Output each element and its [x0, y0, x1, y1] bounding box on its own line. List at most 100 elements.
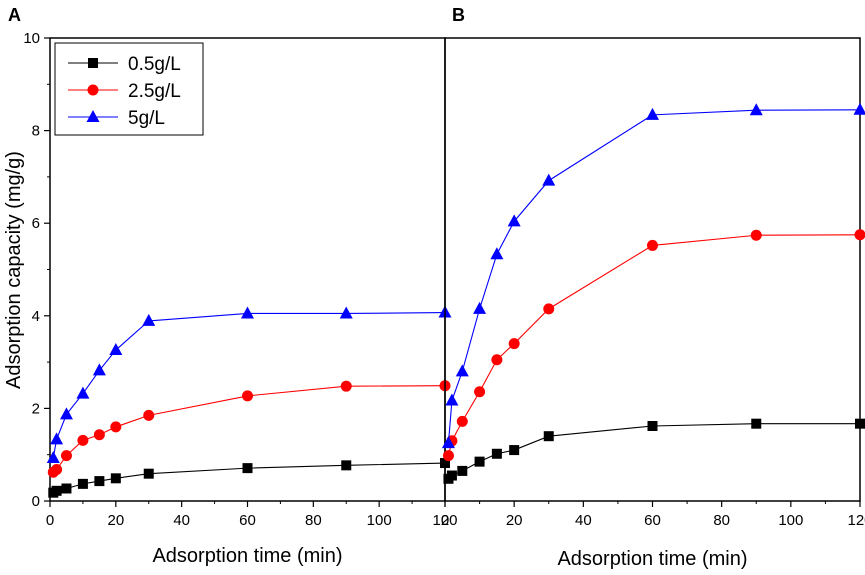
- series-b-2: [441, 102, 865, 449]
- data-point: [241, 306, 254, 319]
- data-point: [94, 476, 105, 487]
- y-tick-label: 0: [32, 493, 40, 510]
- data-point: [508, 338, 520, 350]
- y-tick-label: 8: [32, 123, 40, 140]
- data-point: [543, 303, 555, 315]
- panel-b: B 0 20 40 60 80 100 120 Adsorption time (min): [441, 5, 865, 570]
- legend-item: 2.5g/L: [68, 81, 181, 102]
- panel-b-label: B: [452, 5, 465, 25]
- data-point: [490, 247, 504, 260]
- x-tick-label-a: 100: [367, 512, 392, 529]
- y-tick-label: 4: [32, 308, 40, 325]
- data-point: [751, 418, 762, 429]
- y-tick-label: 6: [32, 215, 40, 232]
- series-line: [448, 423, 860, 480]
- x-tick-label-a: 60: [239, 512, 256, 529]
- data-point: [473, 301, 487, 314]
- data-point: [77, 478, 88, 489]
- legend-box: [54, 42, 204, 136]
- x-tick-label-b: 80: [713, 512, 730, 529]
- data-point: [509, 445, 520, 456]
- data-point: [110, 421, 122, 433]
- data-point: [474, 456, 485, 467]
- legend-label: 5g/L: [128, 108, 165, 129]
- panel-a-label: A: [8, 5, 21, 25]
- legend-marker: [88, 58, 98, 68]
- data-point: [445, 393, 459, 406]
- data-point: [76, 386, 90, 399]
- data-point: [853, 102, 865, 115]
- data-point: [457, 465, 468, 476]
- series-b-1: [442, 229, 865, 462]
- legend-label: 0.5g/L: [128, 54, 181, 75]
- data-point: [491, 448, 502, 459]
- data-point: [143, 468, 154, 479]
- x-axis-title-b: Adsorption time (min): [557, 548, 747, 570]
- legend-marker: [86, 110, 100, 122]
- x-axis-title-a: Adsorption time (min): [152, 545, 342, 567]
- data-point: [93, 429, 105, 441]
- data-point: [647, 420, 658, 431]
- data-point: [46, 450, 60, 463]
- series-a-0: [48, 458, 450, 498]
- data-point: [92, 363, 106, 376]
- data-point: [507, 214, 521, 227]
- x-tick-label-a: 20: [107, 512, 124, 529]
- x-tick-label-a: 120: [432, 512, 457, 529]
- legend: 0.5g/L 2.5g/L 5g/L: [54, 42, 204, 136]
- data-point: [77, 434, 89, 446]
- data-point: [110, 473, 121, 484]
- series-line: [52, 385, 446, 473]
- data-point: [51, 464, 63, 476]
- data-point: [340, 380, 352, 392]
- x-tick-label-b: 0: [441, 512, 449, 529]
- data-point: [854, 229, 865, 241]
- data-point: [855, 418, 865, 429]
- panel-b-plot-area: 0 20 40 60 80 100 120: [441, 37, 865, 529]
- legend-label: 2.5g/L: [128, 81, 181, 102]
- y-tick-label: 10: [23, 30, 40, 47]
- plot-frame-b: [444, 37, 861, 502]
- data-point: [442, 450, 454, 462]
- data-point: [50, 432, 64, 445]
- data-point: [456, 415, 468, 427]
- series-line: [52, 312, 446, 459]
- data-point: [51, 485, 62, 496]
- series-line: [447, 234, 861, 456]
- x-tick-label-a: 80: [305, 512, 322, 529]
- data-point: [646, 107, 659, 120]
- x-tick-label-b: 100: [778, 512, 803, 529]
- y-axis-title: Adsorption capacity (mg/g): [3, 151, 25, 389]
- x-tick-label-a: 0: [46, 512, 54, 529]
- x-tick-label-b: 120: [847, 512, 865, 529]
- legend-marker: [87, 84, 99, 96]
- data-point: [61, 483, 72, 494]
- data-point: [543, 431, 554, 442]
- y-tick-label: 2: [32, 400, 40, 417]
- data-point: [750, 229, 762, 241]
- series-line: [447, 109, 861, 444]
- x-tick-label-b: 20: [506, 512, 523, 529]
- x-tick-label-a: 40: [173, 512, 190, 529]
- series-b-0: [443, 418, 865, 484]
- data-point: [749, 103, 763, 116]
- data-point: [60, 450, 72, 462]
- data-point: [242, 463, 253, 474]
- legend-item: 5g/L: [68, 108, 165, 129]
- data-point: [647, 239, 658, 251]
- data-point: [142, 313, 156, 326]
- data-point: [455, 364, 469, 377]
- x-tick-label-b: 40: [575, 512, 592, 529]
- data-point: [542, 173, 556, 186]
- data-point: [474, 386, 486, 398]
- series-a-2: [46, 305, 452, 463]
- data-point: [446, 470, 457, 481]
- legend-item: 0.5g/L: [68, 54, 181, 75]
- data-point: [339, 306, 353, 319]
- data-point: [341, 460, 352, 471]
- data-point: [143, 409, 155, 421]
- data-point: [242, 390, 253, 402]
- data-point: [491, 354, 503, 366]
- data-point: [109, 343, 123, 356]
